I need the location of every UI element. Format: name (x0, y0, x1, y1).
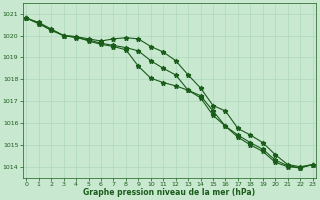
X-axis label: Graphe pression niveau de la mer (hPa): Graphe pression niveau de la mer (hPa) (84, 188, 256, 197)
